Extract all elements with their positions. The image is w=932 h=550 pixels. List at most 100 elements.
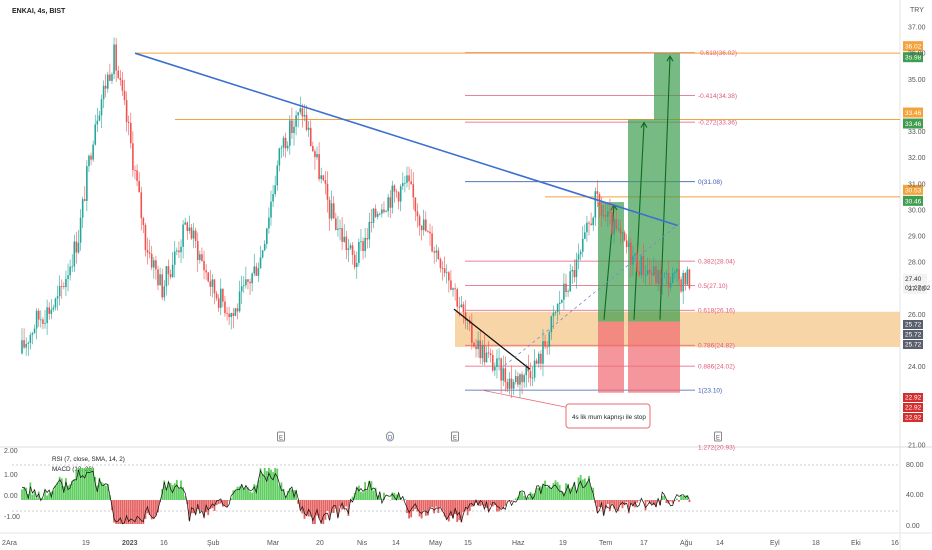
candle-body xyxy=(642,256,645,275)
candle-body xyxy=(100,99,103,116)
candle-body xyxy=(201,254,203,261)
candle-body xyxy=(485,352,488,363)
take-profit-box[interactable] xyxy=(628,119,654,322)
candle-body xyxy=(92,144,94,160)
candle-body xyxy=(242,285,245,287)
candle-body xyxy=(581,238,584,252)
candle-body xyxy=(680,279,682,292)
candle-body xyxy=(253,266,256,274)
candle-body xyxy=(496,358,498,368)
candle-body xyxy=(378,213,381,215)
candle-body xyxy=(657,270,659,284)
candle-body xyxy=(295,115,297,127)
candle-body xyxy=(550,316,553,333)
candle-body xyxy=(322,175,325,181)
take-profit-box[interactable] xyxy=(598,202,624,322)
candle-body xyxy=(439,258,442,269)
candle-body xyxy=(441,268,444,269)
candle-body xyxy=(399,186,402,202)
event-marker[interactable] xyxy=(714,431,722,442)
candle-body xyxy=(684,272,687,285)
price-badge xyxy=(903,340,923,349)
candle-body xyxy=(355,262,358,268)
candle-body xyxy=(209,281,212,287)
y-tick-label: 24.00 xyxy=(908,364,926,371)
candle-body xyxy=(674,271,676,274)
candle-body xyxy=(665,273,668,274)
candle-body xyxy=(414,197,417,212)
candle-body xyxy=(94,124,97,145)
level-badge xyxy=(903,52,923,63)
down-trendline[interactable] xyxy=(453,308,531,370)
candle-body xyxy=(29,334,32,343)
x-tick-label: Ara xyxy=(6,540,17,547)
price-badge xyxy=(903,413,923,422)
candle-body xyxy=(577,254,580,260)
candle-body xyxy=(667,273,670,288)
candle-body xyxy=(590,223,592,226)
candle-body xyxy=(199,254,201,261)
candle-body xyxy=(77,242,80,253)
candle-body xyxy=(320,175,322,180)
candle-body xyxy=(324,180,327,184)
y-tick-label: 26.00 xyxy=(908,312,926,319)
candle-body xyxy=(632,255,634,265)
level-badge-text: 30.53 xyxy=(905,187,922,194)
candle-body xyxy=(433,251,435,253)
event-marker[interactable] xyxy=(386,431,394,442)
macd-label[interactable]: MACD (12, 26) xyxy=(52,466,94,473)
stop-loss-box[interactable] xyxy=(654,321,680,393)
symbol-label[interactable]: ENKAI, 4s, BIST xyxy=(12,8,66,15)
candle-body xyxy=(579,251,582,255)
annotation-box[interactable] xyxy=(565,403,651,429)
candle-body xyxy=(297,112,299,116)
candle-body xyxy=(165,266,168,287)
trendline[interactable] xyxy=(134,52,679,227)
candle-body xyxy=(318,154,320,180)
annotation-text: 4s lik mum kapnışı ile stop xyxy=(572,414,646,421)
last-price-text: 27.40 xyxy=(905,276,922,283)
candle-body xyxy=(192,230,195,239)
candle-body xyxy=(272,194,274,202)
x-tick-label: 20 xyxy=(316,540,324,547)
candle-body xyxy=(385,211,387,212)
x-tick-label: 16 xyxy=(160,540,168,547)
candle-body xyxy=(397,192,400,202)
candle-body xyxy=(454,288,456,290)
candle-body xyxy=(521,374,523,383)
candle-body xyxy=(443,268,446,273)
candle-body xyxy=(504,368,507,383)
stop-loss-box[interactable] xyxy=(628,321,654,393)
candle-body xyxy=(65,278,67,288)
event-marker[interactable] xyxy=(277,431,285,442)
level-badge xyxy=(903,118,923,129)
candle-body xyxy=(117,70,120,78)
x-tick-label: Ağu xyxy=(680,540,693,547)
candle-body xyxy=(217,298,220,308)
price-badge-text: 25.72 xyxy=(905,322,922,329)
candle-body xyxy=(180,246,182,253)
candle-body xyxy=(25,343,27,348)
candle-body xyxy=(676,269,678,272)
candle-body xyxy=(326,183,329,200)
rsi-label[interactable]: RSI (7, close, SMA, 14, 2) xyxy=(52,456,125,463)
candle-body xyxy=(230,313,233,318)
level-badge xyxy=(903,107,923,118)
event-marker[interactable] xyxy=(451,431,459,442)
annotation-leader xyxy=(481,389,576,410)
y-tick-label: 30.00 xyxy=(908,207,926,214)
candle-body xyxy=(669,282,672,288)
candle-body xyxy=(56,296,59,299)
candle-body xyxy=(136,170,138,181)
x-tick-label: 2023 xyxy=(122,540,138,547)
candle-body xyxy=(146,250,149,253)
candle-body xyxy=(134,170,136,171)
candle-body xyxy=(517,376,519,385)
candle-body xyxy=(157,269,159,286)
candle-body xyxy=(207,272,210,282)
stop-loss-box[interactable] xyxy=(598,321,624,393)
candle-body xyxy=(519,374,521,385)
indicator-right-tick: 40.00 xyxy=(906,492,924,499)
